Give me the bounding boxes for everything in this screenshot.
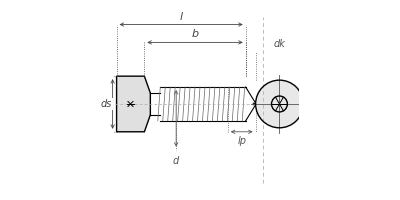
Text: lp: lp xyxy=(237,136,246,146)
Polygon shape xyxy=(116,76,150,132)
Circle shape xyxy=(256,80,303,128)
Text: l: l xyxy=(180,12,183,22)
Text: dk: dk xyxy=(274,39,285,49)
Text: b: b xyxy=(192,29,198,39)
Text: ds: ds xyxy=(101,99,112,109)
Text: d: d xyxy=(173,156,179,166)
